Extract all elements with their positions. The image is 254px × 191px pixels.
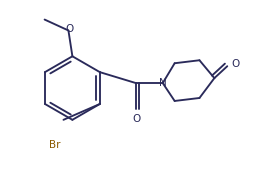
Text: N: N bbox=[159, 78, 167, 88]
Text: O: O bbox=[231, 59, 240, 69]
Text: O: O bbox=[133, 114, 141, 124]
Text: O: O bbox=[65, 24, 74, 35]
Text: Br: Br bbox=[49, 140, 60, 150]
